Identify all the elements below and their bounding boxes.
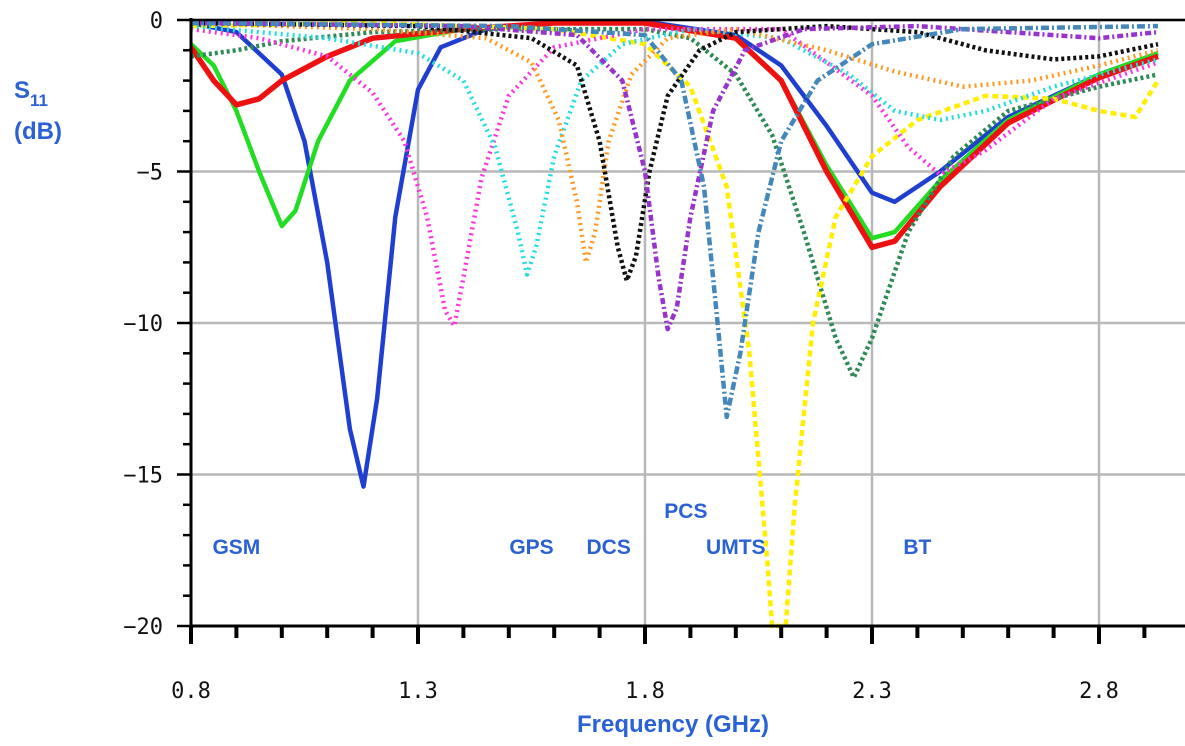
- x-tick-label: 1.8: [625, 679, 665, 704]
- y-axis-unit: (dB): [14, 118, 62, 145]
- y-tick-label: −10: [123, 312, 163, 337]
- band-labels: GSM GPS DCS PCS UMTS BT: [212, 500, 931, 559]
- y-axis-label: S11: [14, 77, 48, 110]
- x-axis-label: Frequency (GHz): [577, 711, 769, 738]
- y-tick-labels: 0 −5 −10 −15 −20: [123, 9, 163, 640]
- band-label-pcs: PCS: [664, 500, 707, 523]
- axes: [177, 18, 1185, 644]
- x-tick-label: 1.3: [398, 679, 438, 704]
- x-tick-label: 2.3: [852, 679, 892, 704]
- x-tick-label: 2.8: [1079, 679, 1119, 704]
- x-tick-labels: 0.8 1.3 1.8 2.3 2.8: [171, 679, 1119, 704]
- band-label-dcs: DCS: [587, 536, 631, 559]
- band-label-gps: GPS: [509, 536, 553, 559]
- series-line-4: [190, 26, 1159, 380]
- y-tick-label: −15: [123, 464, 163, 489]
- series-line-3: [188, 20, 1159, 251]
- series-line-7: [190, 23, 1159, 277]
- series-line-9: [190, 20, 1159, 283]
- series-line-1: [190, 19, 1159, 489]
- series-layer: [188, 19, 1160, 629]
- y-tick-label: −20: [123, 615, 163, 640]
- band-label-bt: BT: [903, 536, 931, 559]
- y-tick-label: −5: [137, 161, 164, 186]
- x-tick-label: 0.8: [171, 679, 211, 704]
- series-line-10: [190, 20, 1159, 332]
- band-label-gsm: GSM: [212, 536, 260, 559]
- y-tick-label: 0: [150, 9, 163, 34]
- band-label-umts: UMTS: [706, 536, 766, 559]
- series-line-11: [190, 20, 1159, 420]
- series-line-8: [190, 20, 1159, 265]
